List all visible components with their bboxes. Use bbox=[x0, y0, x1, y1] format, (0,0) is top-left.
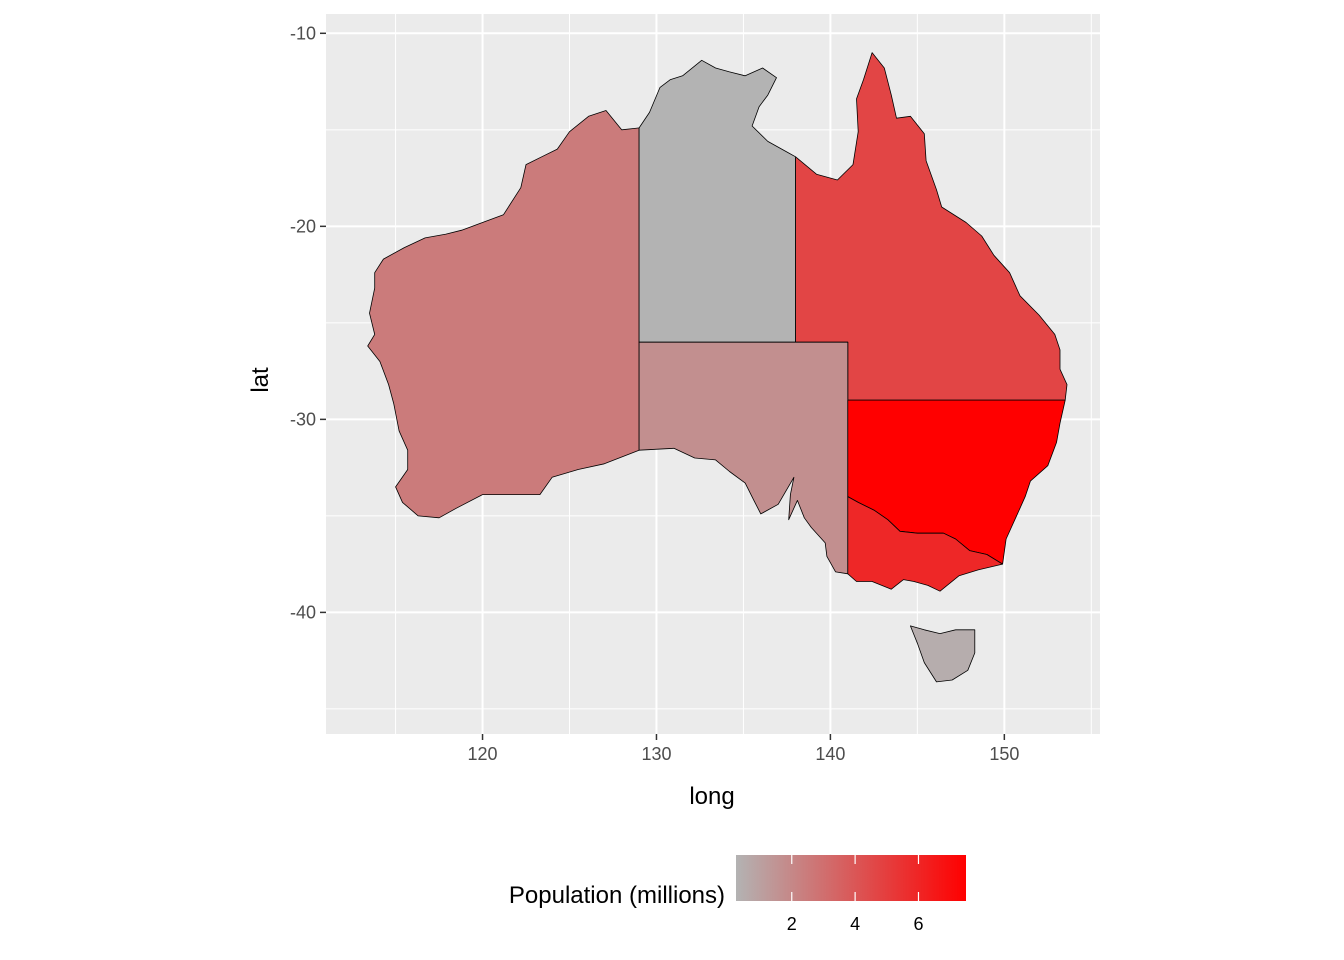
region-victoria bbox=[847, 496, 1003, 592]
x-tick-label: 140 bbox=[815, 744, 845, 764]
legend: Population (millions) 2 4 6 bbox=[509, 855, 966, 934]
legend-ticks: 2 4 6 bbox=[787, 855, 923, 934]
legend-title: Population (millions) bbox=[509, 882, 725, 909]
legend-tick-label: 6 bbox=[913, 914, 923, 934]
y-tick-label: -10 bbox=[290, 23, 316, 43]
y-axis-title: lat bbox=[247, 367, 274, 393]
legend-colorbar bbox=[736, 855, 966, 901]
map-regions bbox=[367, 52, 1068, 683]
region-western-australia bbox=[367, 110, 640, 519]
y-tick-label: -30 bbox=[290, 409, 316, 429]
region-south-australia bbox=[638, 341, 849, 575]
x-axis-title: long bbox=[689, 783, 734, 810]
y-axis-ticks: -10 -20 -30 -40 bbox=[290, 23, 326, 622]
x-tick-label: 130 bbox=[641, 744, 671, 764]
region-northern-territory bbox=[638, 59, 796, 343]
legend-tick-label: 4 bbox=[850, 914, 860, 934]
y-tick-label: -20 bbox=[290, 216, 316, 236]
legend-tick-label: 2 bbox=[787, 914, 797, 934]
x-axis-ticks: 120 130 140 150 bbox=[468, 734, 1019, 764]
x-tick-label: 150 bbox=[989, 744, 1019, 764]
region-queensland bbox=[795, 52, 1068, 401]
x-tick-label: 120 bbox=[468, 744, 498, 764]
region-tasmania bbox=[910, 625, 976, 683]
y-tick-label: -40 bbox=[290, 602, 316, 622]
